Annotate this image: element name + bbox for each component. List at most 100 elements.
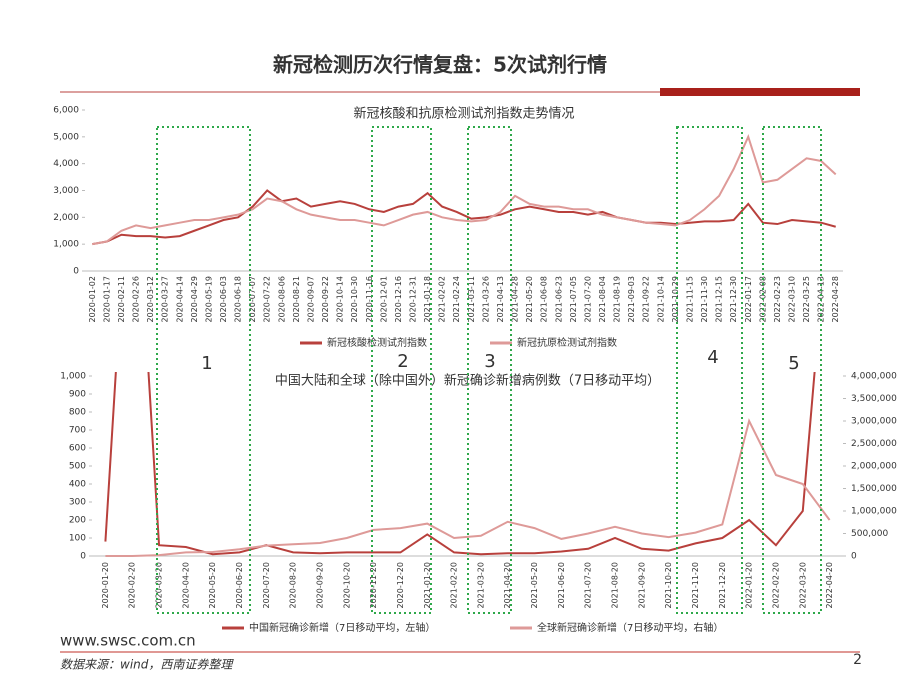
period-label: 2 [397,351,408,372]
y2-tick-label: 1,500,000 [851,484,897,494]
y2-tick-label: 2,000,000 [851,462,897,472]
y-tick-label: 900 [69,390,86,400]
period-box [467,126,512,614]
x-tick-label: 2021-04-13 [496,276,505,323]
x-tick-label: 2020-01-02 [88,276,97,323]
x-tick-label: 2020-03-12 [146,276,155,323]
x-tick-label: 2022-03-25 [802,276,811,323]
x-tick-label: 2020-11-16 [365,276,374,323]
x-tick-label: 2020-07-22 [263,276,272,323]
period-label: 1 [201,353,212,374]
x-tick-label: 2022-02-23 [773,276,782,323]
y-tick-label: 700 [69,426,86,436]
x-tick-label: 2021-06-23 [554,276,563,323]
y-tick-label: 300 [69,498,86,508]
boxes [156,126,822,614]
x-tick-label: 2021-02-02 [438,276,447,323]
x-tick-label: 2021-08-20 [611,562,620,609]
period-label: 4 [707,347,718,368]
x-tick-label: 2021-10-20 [664,562,673,609]
x-tick-label: 2021-11-15 [685,276,694,323]
x-tick-label: 2020-12-01 [379,276,388,323]
x-tick-label: 2020-12-31 [408,276,417,323]
y-tick-label: 0 [80,552,86,562]
legend-label: 新冠核酸检测试剂指数 [327,336,427,349]
x-tick-label: 2022-03-20 [798,562,807,609]
x-tick-label: 2021-12-20 [718,562,727,609]
x-tick-label: 2020-05-20 [208,562,217,609]
y-tick-label: 500 [69,462,86,472]
x-tick-label: 2020-09-22 [321,276,330,323]
x-tick-label: 2022-01-17 [744,276,753,323]
x-tick-label: 2021-07-05 [569,276,578,323]
y-tick-label: 1,000 [53,240,79,250]
y2-tick-label: 0 [851,552,857,562]
footer-url: www.swsc.com.cn [60,632,196,650]
period-box [762,126,822,614]
x-tick-label: 2021-05-20 [530,562,539,609]
x-tick-label: 2020-08-21 [292,276,301,323]
period-box [156,126,251,614]
y-tick-label: 4,000 [53,159,79,169]
x-tick-label: 2022-02-20 [771,562,780,609]
y-tick-label: 6,000 [53,106,79,116]
title-bar [660,88,860,96]
slide-title: 新冠检测历次行情复盘：5次试剂行情 [273,53,607,77]
x-tick-label: 2021-10-29 [671,276,680,323]
x-tick-label: 2021-07-20 [583,276,592,323]
x-tick-label: 2021-02-24 [452,276,461,323]
x-tick-label: 2022-03-10 [787,276,796,323]
x-tick-label: 2021-09-22 [642,276,651,323]
x-tick-label: 2021-06-08 [540,276,549,323]
x-tick-label: 2020-04-29 [190,276,199,323]
x-tick-label: 2020-02-11 [117,276,126,323]
y-tick-label: 200 [69,516,86,526]
y2-tick-label: 4,000,000 [851,372,897,382]
y-tick-label: 2,000 [53,213,79,223]
x-tick-label: 2021-06-20 [557,562,566,609]
x-tick-label: 2021-02-20 [450,562,459,609]
x-tick-label: 2020-09-20 [315,562,324,609]
x-tick-label: 2020-08-06 [277,276,286,323]
x-tick-label: 2020-04-14 [175,276,184,323]
period-label: 3 [484,351,495,372]
x-tick-label: 2021-08-19 [613,276,622,323]
y-tick-label: 5,000 [53,132,79,142]
y2-tick-label: 3,500,000 [851,394,897,404]
x-tick-label: 2021-11-20 [691,562,700,609]
x-tick-label: 2020-10-30 [350,276,359,323]
series-line [92,134,837,246]
x-tick-label: 2021-12-30 [729,276,738,323]
x-tick-label: 2020-02-20 [128,562,137,609]
x-tick-label: 2022-04-28 [831,276,840,323]
x-tick-label: 2020-09-07 [306,276,315,323]
y2-tick-label: 3,000,000 [851,417,897,427]
x-tick-label: 2020-10-20 [342,562,351,609]
footer-source: 数据来源：wind，西南证券整理 [60,658,234,672]
y2-tick-label: 1,000,000 [851,507,897,517]
x-tick-label: 2020-04-20 [181,562,190,609]
x-tick-label: 2020-01-20 [101,562,110,609]
x-tick-label: 2020-10-14 [336,276,345,323]
series-line [92,189,836,246]
x-tick-label: 2021-03-11 [467,276,476,323]
legend-label: 中国新冠确诊新增（7日移动平均，左轴） [249,621,435,634]
x-tick-label: 2022-01-20 [745,562,754,609]
x-tick-label: 2020-03-20 [155,562,164,609]
y2-tick-label: 2,500,000 [851,439,897,449]
x-tick-label: 2020-07-07 [248,276,257,323]
lines [92,134,837,246]
period-box [371,126,432,614]
y-tick-label: 600 [69,444,86,454]
legend-label: 全球新冠确诊新增（7日移动平均，右轴） [537,621,723,634]
x-tick-label: 2021-12-15 [715,276,724,323]
y-tick-label: 1,000 [60,372,86,382]
x-tick-label: 2021-05-20 [525,276,534,323]
x-tick-label: 2021-08-04 [598,276,607,323]
x-tick-label: 2021-04-28 [511,276,520,323]
legend-label: 新冠抗原检测试剂指数 [517,336,617,349]
x-tick-label: 2020-03-27 [161,276,170,323]
x-tick-label: 2020-12-20 [396,562,405,609]
x-tick-label: 2021-01-20 [423,562,432,609]
